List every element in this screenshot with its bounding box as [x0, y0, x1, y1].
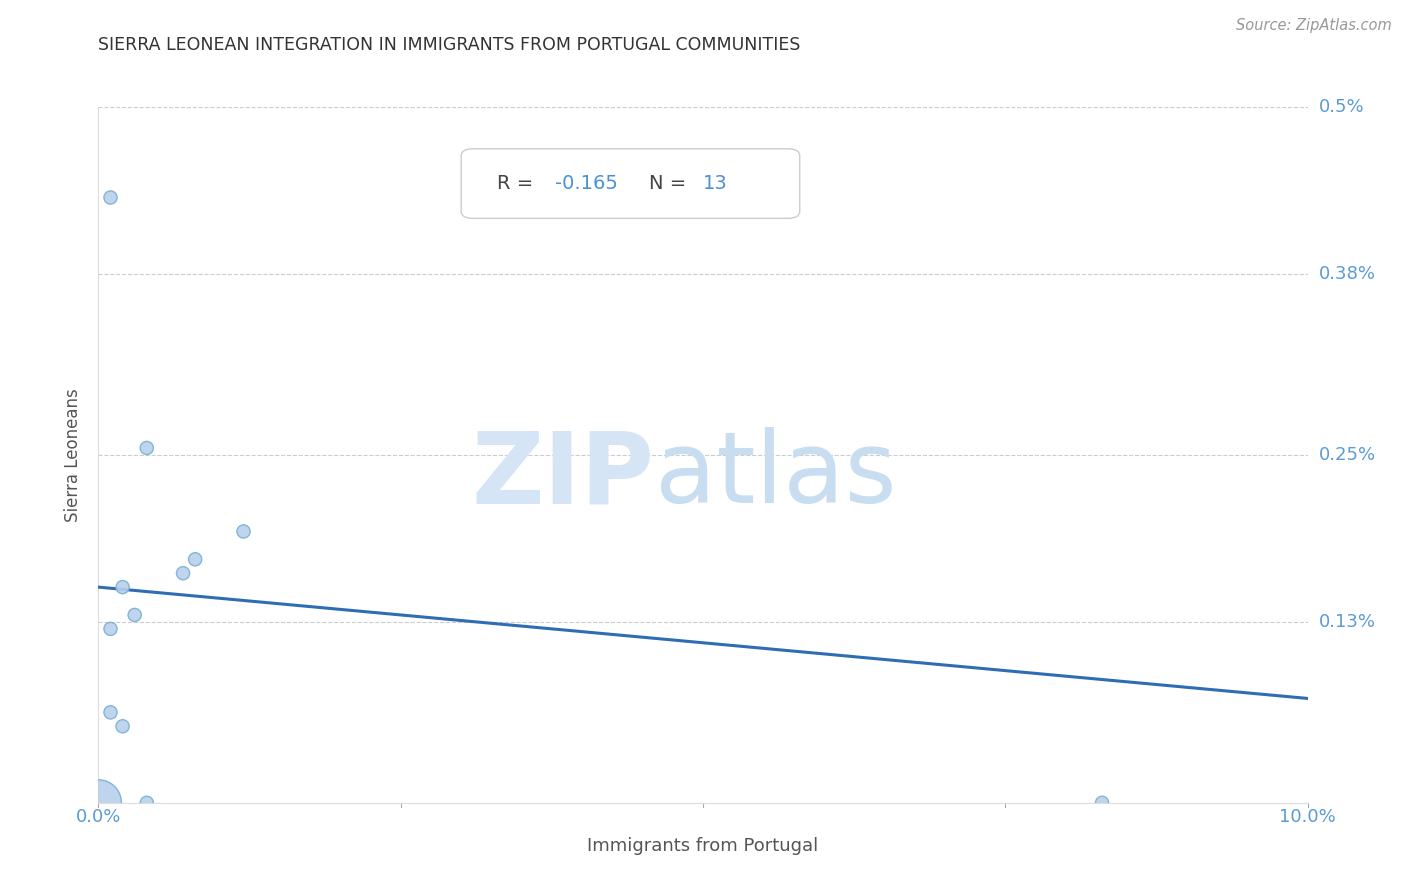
Text: 0.5%: 0.5% — [1319, 98, 1364, 116]
Point — [111, 719, 134, 733]
Point — [100, 706, 122, 720]
Point — [1091, 796, 1114, 810]
X-axis label: Immigrants from Portugal: Immigrants from Portugal — [588, 837, 818, 855]
Point — [124, 607, 146, 622]
Y-axis label: Sierra Leoneans: Sierra Leoneans — [65, 388, 83, 522]
Point — [87, 796, 110, 810]
Text: -0.165: -0.165 — [555, 174, 619, 193]
Point — [172, 566, 194, 581]
Text: 0.13%: 0.13% — [1319, 613, 1375, 631]
Point — [111, 580, 134, 594]
Point — [135, 796, 157, 810]
Point — [184, 552, 207, 566]
Text: R =: R = — [498, 174, 540, 193]
Text: SIERRA LEONEAN INTEGRATION IN IMMIGRANTS FROM PORTUGAL COMMUNITIES: SIERRA LEONEAN INTEGRATION IN IMMIGRANTS… — [98, 36, 801, 54]
Text: atlas: atlas — [655, 427, 896, 524]
Text: N =: N = — [648, 174, 692, 193]
Point — [100, 190, 122, 204]
Point — [135, 441, 157, 455]
Point — [100, 622, 122, 636]
FancyBboxPatch shape — [461, 149, 800, 219]
Text: 13: 13 — [703, 174, 728, 193]
Text: 0.38%: 0.38% — [1319, 265, 1375, 283]
Point — [232, 524, 254, 539]
Text: 0.25%: 0.25% — [1319, 446, 1376, 464]
Text: Source: ZipAtlas.com: Source: ZipAtlas.com — [1236, 18, 1392, 33]
Text: ZIP: ZIP — [472, 427, 655, 524]
